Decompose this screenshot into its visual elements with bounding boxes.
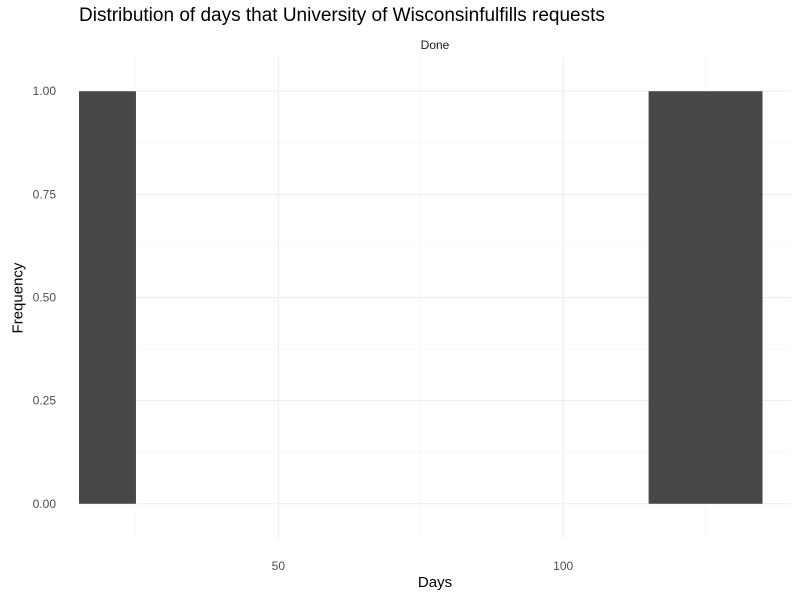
y-tick-label-1: 0.25 bbox=[33, 394, 57, 408]
chart-title: Distribution of days that University of … bbox=[79, 5, 605, 26]
y-tick-label-0: 0.00 bbox=[33, 497, 57, 511]
histogram-bar-0 bbox=[79, 91, 136, 504]
y-tick-label-4: 1.00 bbox=[33, 84, 57, 98]
x-tick-label-1: 100 bbox=[553, 559, 573, 573]
x-tick-label-0: 50 bbox=[272, 559, 286, 573]
facet-strip-label: Done bbox=[420, 38, 450, 52]
y-tick-label-2: 0.50 bbox=[33, 291, 57, 305]
histogram-bar-1 bbox=[648, 91, 763, 504]
y-tick-label-3: 0.75 bbox=[33, 187, 57, 201]
x-axis-label: Days bbox=[417, 574, 453, 591]
